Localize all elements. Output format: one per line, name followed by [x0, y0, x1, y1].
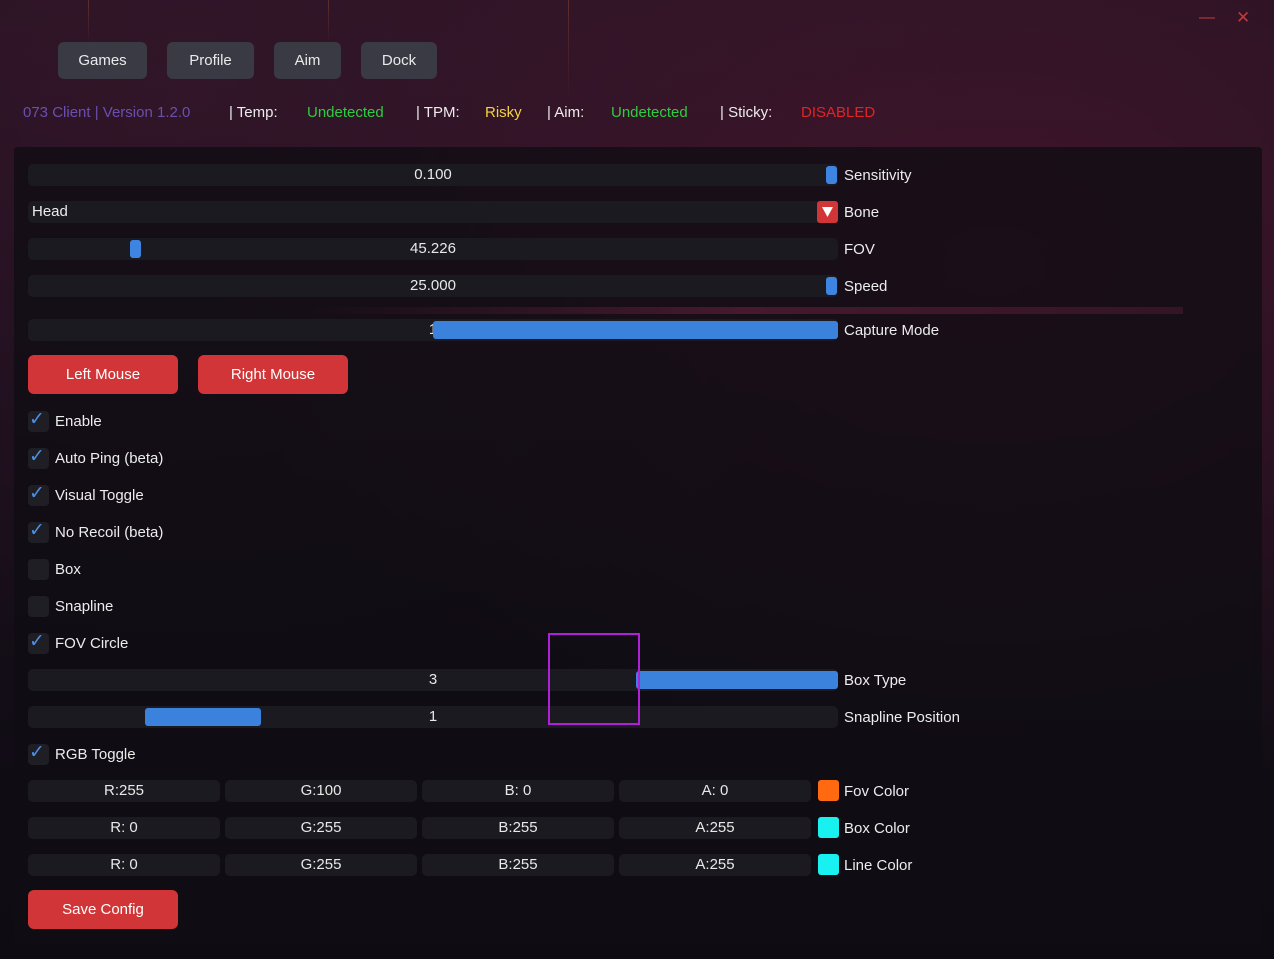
tab-dock[interactable]: Dock — [361, 42, 437, 79]
sensitivity-slider[interactable]: 0.100 — [28, 164, 838, 186]
checkbox-box[interactable]: ✓ — [28, 519, 49, 543]
box-checkbox[interactable]: Box — [28, 558, 81, 580]
snapline-checkbox[interactable]: Snapline — [28, 595, 113, 617]
right-mouse-button[interactable]: Right Mouse — [198, 355, 348, 394]
box-type-value: 3 — [428, 671, 438, 688]
fov-value: 45.226 — [410, 240, 456, 257]
fov-circle-checkbox[interactable]: ✓ FOV Circle — [28, 630, 129, 654]
capture-mode-slider-fill[interactable] — [433, 321, 838, 339]
bone-selected-value: Head — [32, 203, 68, 220]
background-streak — [568, 0, 569, 100]
box-color-swatch[interactable] — [818, 817, 839, 838]
snapline-position-label: Snapline Position — [844, 709, 960, 726]
snapline-position-slider-fill[interactable] — [145, 708, 261, 726]
check-icon: ✓ — [29, 519, 45, 541]
fov-slider[interactable]: 45.226 — [28, 238, 838, 260]
capture-mode-slider[interactable]: 1 — [28, 319, 838, 341]
fov-slider-knob[interactable] — [130, 240, 141, 258]
client-version: 073 Client | Version 1.2.0 — [23, 104, 191, 121]
checkbox-label: No Recoil (beta) — [55, 523, 164, 541]
tab-aim[interactable]: Aim — [274, 42, 341, 79]
box-color-g-input[interactable]: G:255 — [225, 817, 417, 839]
check-icon: ✓ — [29, 630, 45, 652]
checkbox-label: Snapline — [55, 597, 114, 615]
fov-color-label: Fov Color — [844, 783, 910, 800]
box-color-label: Box Color — [844, 820, 910, 837]
checkbox-label: Auto Ping (beta) — [55, 449, 164, 467]
left-mouse-button[interactable]: Left Mouse — [28, 355, 178, 394]
checkbox-box[interactable]: ✓ — [28, 741, 49, 765]
checkbox-box[interactable]: ✓ — [28, 630, 49, 654]
divider — [300, 307, 1183, 314]
tpm-label: | TPM: — [416, 104, 460, 121]
tpm-status: Risky — [485, 104, 522, 121]
save-config-button[interactable]: Save Config — [28, 890, 178, 929]
box-type-label: Box Type — [844, 672, 907, 689]
box-color-b-input[interactable]: B:255 — [422, 817, 614, 839]
background-streak — [328, 0, 329, 45]
checkbox-box[interactable] — [28, 558, 49, 580]
background-streak — [88, 0, 89, 45]
speed-slider-knob[interactable] — [826, 277, 837, 295]
speed-slider[interactable]: 25.000 — [28, 275, 838, 297]
triangle-down-icon[interactable] — [817, 201, 838, 223]
temp-status: Undetected — [307, 104, 384, 121]
box-type-slider[interactable]: 3 — [28, 669, 838, 691]
fov-color-g-input[interactable]: G:100 — [225, 780, 417, 802]
close-button[interactable]: ✕ — [1236, 8, 1251, 27]
no-recoil-checkbox[interactable]: ✓ No Recoil (beta) — [28, 519, 164, 543]
visual-toggle-checkbox[interactable]: ✓ Visual Toggle — [28, 482, 144, 506]
bone-label: Bone — [844, 204, 880, 221]
checkbox-box[interactable] — [28, 595, 49, 617]
sensitivity-label: Sensitivity — [844, 167, 912, 184]
bone-dropdown[interactable]: Head — [28, 201, 838, 223]
checkbox-box[interactable]: ✓ — [28, 482, 49, 506]
aim-label: | Aim: — [547, 104, 585, 121]
line-color-label: Line Color — [844, 857, 913, 874]
checkbox-box[interactable]: ✓ — [28, 408, 49, 432]
speed-label: Speed — [844, 278, 888, 295]
fov-color-swatch[interactable] — [818, 780, 839, 801]
fov-color-b-input[interactable]: B: 0 — [422, 780, 614, 802]
checkbox-label: Visual Toggle — [55, 486, 144, 504]
aim-status: Undetected — [611, 104, 688, 121]
enable-checkbox[interactable]: ✓ Enable — [28, 408, 102, 432]
checkbox-box[interactable]: ✓ — [28, 445, 49, 469]
checkbox-label: Enable — [55, 412, 102, 430]
line-color-b-input[interactable]: B:255 — [422, 854, 614, 876]
sticky-label: | Sticky: — [720, 104, 773, 121]
line-color-a-input[interactable]: A:255 — [619, 854, 811, 876]
check-icon: ✓ — [29, 445, 45, 467]
line-color-g-input[interactable]: G:255 — [225, 854, 417, 876]
rgb-toggle-checkbox[interactable]: ✓ RGB Toggle — [28, 741, 136, 765]
speed-value: 25.000 — [410, 277, 456, 294]
tab-games[interactable]: Games — [58, 42, 147, 79]
checkbox-label: FOV Circle — [55, 634, 129, 652]
capture-mode-label: Capture Mode — [844, 322, 940, 339]
tab-profile[interactable]: Profile — [167, 42, 254, 79]
check-icon: ✓ — [29, 741, 45, 763]
sticky-status: DISABLED — [801, 104, 876, 121]
fov-label: FOV — [844, 241, 875, 258]
check-icon: ✓ — [29, 408, 45, 430]
fov-color-a-input[interactable]: A: 0 — [619, 780, 811, 802]
box-type-slider-fill[interactable] — [636, 671, 838, 689]
line-color-r-input[interactable]: R: 0 — [28, 854, 220, 876]
checkbox-label: RGB Toggle — [55, 745, 136, 763]
temp-label: | Temp: — [229, 104, 278, 121]
snapline-position-slider[interactable]: 1 — [28, 706, 838, 728]
box-preview-overlay — [548, 633, 640, 725]
box-color-a-input[interactable]: A:255 — [619, 817, 811, 839]
line-color-swatch[interactable] — [818, 854, 839, 875]
check-icon: ✓ — [29, 482, 45, 504]
sensitivity-slider-knob[interactable] — [826, 166, 837, 184]
fov-color-r-input[interactable]: R:255 — [28, 780, 220, 802]
sensitivity-value: 0.100 — [414, 166, 452, 183]
checkbox-label: Box — [55, 560, 81, 578]
snapline-position-value: 1 — [428, 708, 438, 725]
minimize-button[interactable]: — — [1199, 9, 1215, 26]
box-color-r-input[interactable]: R: 0 — [28, 817, 220, 839]
auto-ping-checkbox[interactable]: ✓ Auto Ping (beta) — [28, 445, 164, 469]
